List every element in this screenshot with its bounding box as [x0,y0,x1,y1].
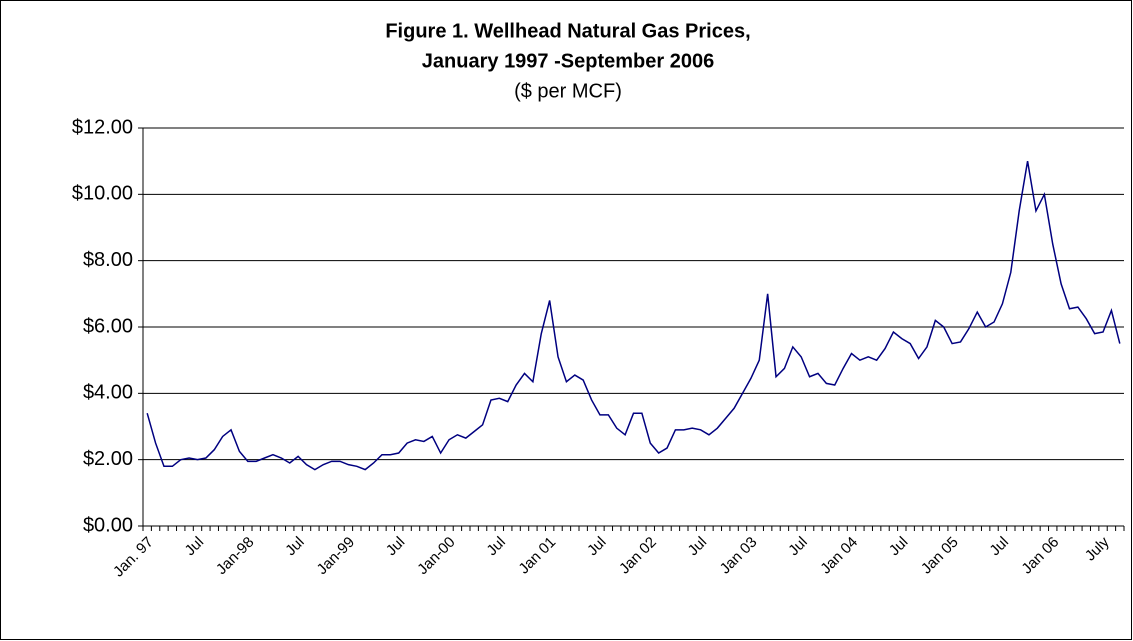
data-line [146,161,1121,471]
chart-title: January 1997 -September 2006 [422,50,714,72]
chart-title: Figure 1. Wellhead Natural Gas Prices, [385,20,750,42]
y-tick-label: $8.00 [83,249,133,271]
chart-subtitle: ($ per MCF) [514,80,622,102]
y-tick-label: $4.00 [83,382,133,404]
y-tick-label: $12.00 [72,116,133,138]
y-tick-label: $2.00 [83,448,133,470]
y-tick-label: $6.00 [83,315,133,337]
y-tick-label: $0.00 [83,514,133,536]
y-tick-label: $10.00 [72,183,133,205]
